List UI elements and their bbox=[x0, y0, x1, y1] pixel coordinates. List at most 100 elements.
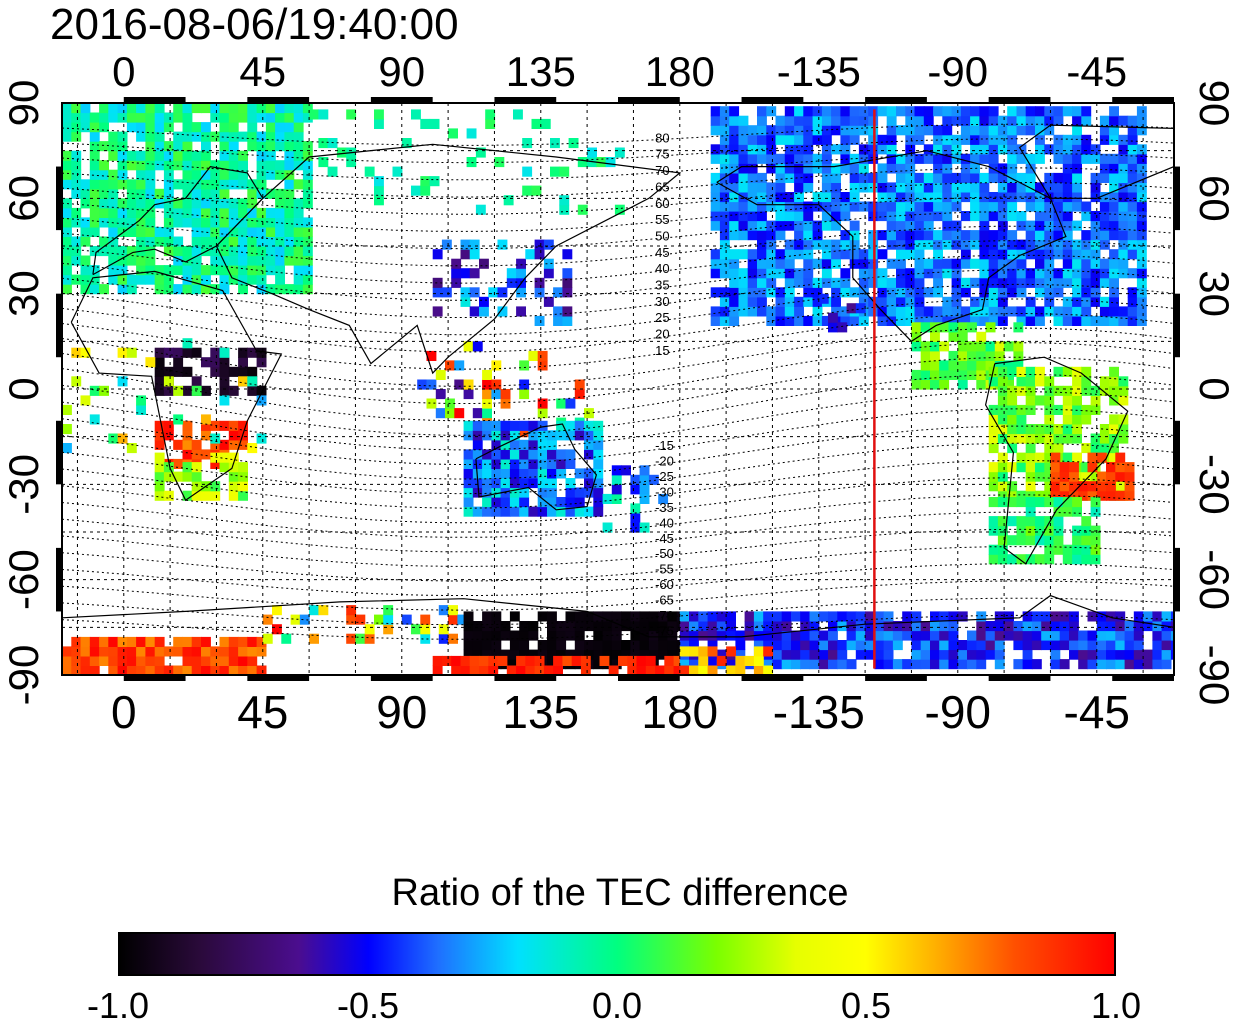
x-tick-top: 90 bbox=[378, 48, 425, 95]
y-tick-left: 0 bbox=[0, 377, 47, 400]
frame-band bbox=[988, 675, 1051, 681]
frame-band bbox=[370, 97, 433, 103]
contour-mlat bbox=[62, 580, 1174, 611]
contour-label: 40 bbox=[655, 261, 669, 276]
contour-label: 20 bbox=[655, 327, 669, 342]
contour-mlat bbox=[62, 182, 1174, 215]
y-tick-right: 90 bbox=[1191, 80, 1238, 127]
contour-label: -40 bbox=[655, 515, 674, 530]
contour-mlat bbox=[62, 342, 1174, 404]
x-tick-bottom: 90 bbox=[376, 686, 427, 738]
frame-band bbox=[1112, 97, 1174, 103]
frame-band bbox=[123, 97, 186, 103]
contour-mlat bbox=[62, 240, 1174, 284]
contour-mlat bbox=[62, 196, 1174, 232]
y-tick-left: 90 bbox=[0, 80, 47, 127]
x-tick-bottom: 0 bbox=[111, 686, 137, 738]
contour-layer bbox=[62, 123, 1174, 640]
y-tick-left: 60 bbox=[0, 175, 47, 222]
x-tick-bottom: 45 bbox=[237, 686, 288, 738]
frame-band bbox=[865, 675, 927, 681]
x-tick-bottom: 180 bbox=[641, 686, 718, 738]
contour-mlat bbox=[62, 511, 1174, 553]
colorbar-label-max: 1.0 bbox=[1090, 985, 1142, 1026]
contour-mlat bbox=[62, 442, 1174, 495]
contour-label: 25 bbox=[655, 310, 669, 325]
frame-band bbox=[494, 675, 557, 681]
contour-label: -45 bbox=[655, 531, 674, 546]
x-tick-bottom: 135 bbox=[502, 686, 579, 738]
y-tick-right: -30 bbox=[1191, 454, 1238, 515]
frame-band bbox=[247, 97, 310, 103]
contour-label: -50 bbox=[655, 546, 674, 561]
contour-label: 70 bbox=[655, 163, 669, 178]
contour-label: -30 bbox=[655, 485, 674, 500]
frame-band bbox=[247, 675, 310, 681]
contour-label: -65 bbox=[655, 593, 674, 608]
x-tick-top: -135 bbox=[777, 48, 861, 95]
coastline-3 bbox=[475, 423, 598, 511]
contour-label: 75 bbox=[655, 147, 669, 162]
colorbar-label-pos-half: 0.5 bbox=[840, 985, 892, 1026]
colorbar bbox=[118, 932, 1116, 976]
frame-band bbox=[618, 97, 680, 103]
grid-layer bbox=[62, 103, 1174, 675]
contour-mlat bbox=[62, 138, 1174, 164]
contour-label: -15 bbox=[655, 438, 674, 453]
frame-band bbox=[1174, 420, 1180, 485]
x-tick-top: 45 bbox=[239, 48, 286, 95]
y-tick-left: 30 bbox=[0, 270, 47, 317]
x-tick-top: -45 bbox=[1066, 48, 1127, 95]
coastline-2 bbox=[215, 143, 682, 375]
x-tick-top: 180 bbox=[645, 48, 715, 95]
x-tick-bottom: -90 bbox=[925, 686, 991, 738]
frame-band bbox=[123, 675, 186, 681]
contour-mlat bbox=[62, 211, 1174, 250]
y-tick-right: 30 bbox=[1191, 270, 1238, 317]
y-tick-right: 60 bbox=[1191, 175, 1238, 222]
contour-mlat bbox=[62, 614, 1174, 640]
contour-label: -60 bbox=[655, 577, 674, 592]
y-tick-right: -90 bbox=[1191, 645, 1238, 706]
contour-mlat bbox=[62, 123, 1174, 146]
contour-mlat bbox=[62, 225, 1174, 267]
y-axis-left-ticks: 90 60 30 0 -30 -60 -90 bbox=[0, 80, 47, 706]
contour-mlat bbox=[62, 152, 1174, 181]
contour-label: -55 bbox=[655, 562, 674, 577]
colorbar-label-zero: 0.0 bbox=[591, 985, 643, 1026]
contour-label: 35 bbox=[655, 278, 669, 293]
x-tick-top: 135 bbox=[506, 48, 576, 95]
frame-band bbox=[741, 97, 804, 103]
y-tick-left: -30 bbox=[0, 454, 47, 515]
frame-band bbox=[56, 293, 62, 358]
coastline-6 bbox=[984, 356, 1129, 565]
frame-band bbox=[988, 97, 1051, 103]
contour-mlat bbox=[62, 494, 1174, 538]
frame-band bbox=[56, 547, 62, 612]
contour-label: -25 bbox=[655, 469, 674, 484]
y-tick-right: 0 bbox=[1191, 377, 1238, 400]
frame-band bbox=[370, 675, 433, 681]
frame-band bbox=[1112, 675, 1174, 681]
x-tick-bottom: -45 bbox=[1064, 686, 1130, 738]
contour-mlat bbox=[62, 563, 1174, 596]
contour-mlat bbox=[62, 528, 1174, 567]
contour-label: -75 bbox=[655, 623, 674, 638]
frame-band bbox=[56, 166, 62, 231]
contour-mlat bbox=[62, 460, 1174, 509]
contour-label: 15 bbox=[655, 343, 669, 358]
contour-label: 65 bbox=[655, 179, 669, 194]
frame-band bbox=[1174, 547, 1180, 612]
contour-label: 80 bbox=[655, 130, 669, 145]
x-tick-top: -90 bbox=[927, 48, 988, 95]
frame-band bbox=[1174, 166, 1180, 231]
contour-mlat bbox=[62, 597, 1174, 626]
x-axis-top-ticks: 0 45 90 135 180 -135 -90 -45 bbox=[112, 48, 1127, 95]
colorbar-label-min: -1.0 bbox=[86, 985, 150, 1026]
frame-band bbox=[1174, 293, 1180, 358]
x-tick-top: 0 bbox=[112, 48, 135, 95]
contour-mlat bbox=[62, 283, 1174, 336]
y-axis-right-ticks: 90 60 30 0 -30 -60 -90 bbox=[1191, 80, 1238, 706]
